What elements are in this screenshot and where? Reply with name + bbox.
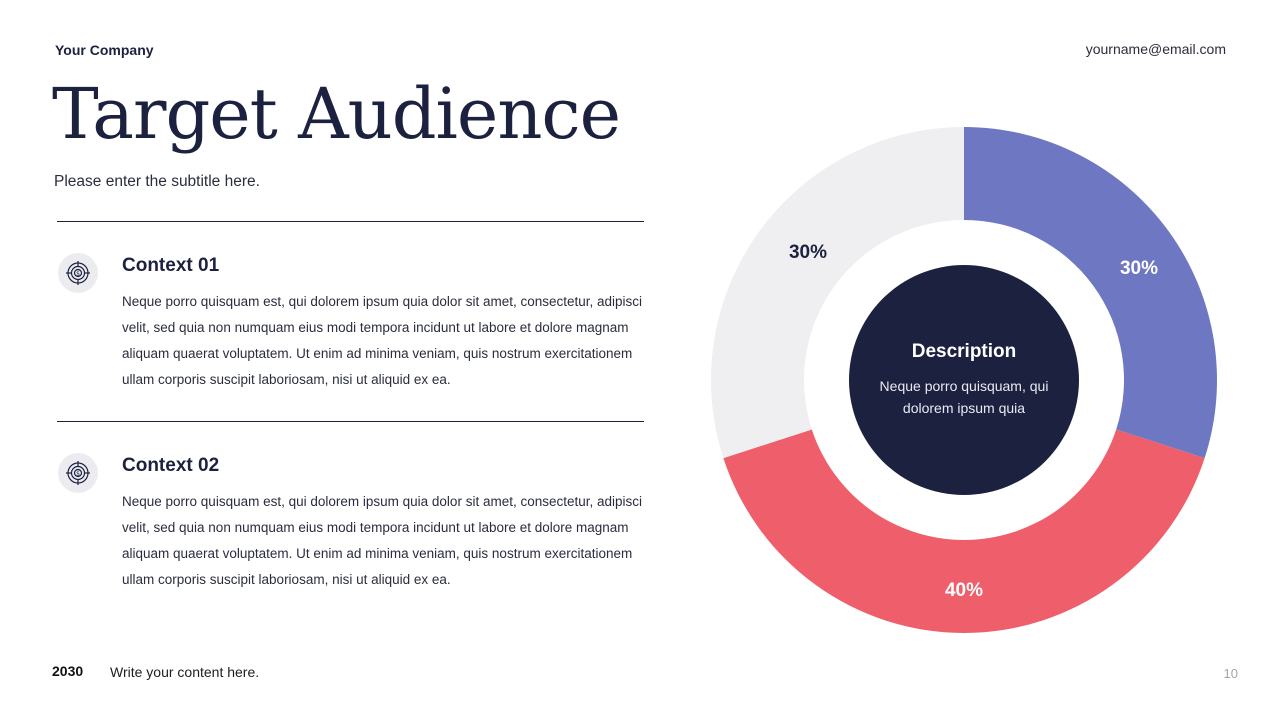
company-name: Your Company (55, 42, 154, 58)
contact-email[interactable]: yourname@email.com (1085, 41, 1226, 57)
context-body: Neque porro quisquam est, qui dolorem ip… (122, 494, 643, 587)
footer-year: 2030 (52, 663, 84, 679)
center-title: Description (911, 341, 1017, 362)
segment-label-red: 40% (944, 580, 984, 601)
footer-text: Write your content here. (110, 664, 260, 680)
donut-segment (964, 127, 1218, 459)
segment-label-blue: 30% (1119, 258, 1159, 279)
target-dollar-icon: $ (58, 453, 98, 493)
center-description: Neque porro quisquam, qui dolorem ipsum … (879, 378, 1049, 416)
donut-segment (723, 429, 1205, 634)
donut-segment (710, 127, 964, 459)
divider-top (57, 221, 644, 222)
svg-text:$: $ (76, 271, 80, 278)
page-number: 10 (1223, 666, 1238, 681)
page-title: Target Audience (52, 73, 621, 155)
center-disc (849, 265, 1079, 495)
svg-text:$: $ (76, 471, 80, 478)
target-dollar-icon: $ (58, 253, 98, 293)
segment-label-gray: 30% (788, 242, 828, 263)
context-title: Context 01 (122, 255, 220, 276)
page-subtitle: Please enter the subtitle here. (54, 173, 260, 190)
context-body: Neque porro quisquam est, qui dolorem ip… (122, 294, 643, 387)
context-title: Context 02 (122, 455, 220, 476)
divider-middle (57, 421, 644, 422)
